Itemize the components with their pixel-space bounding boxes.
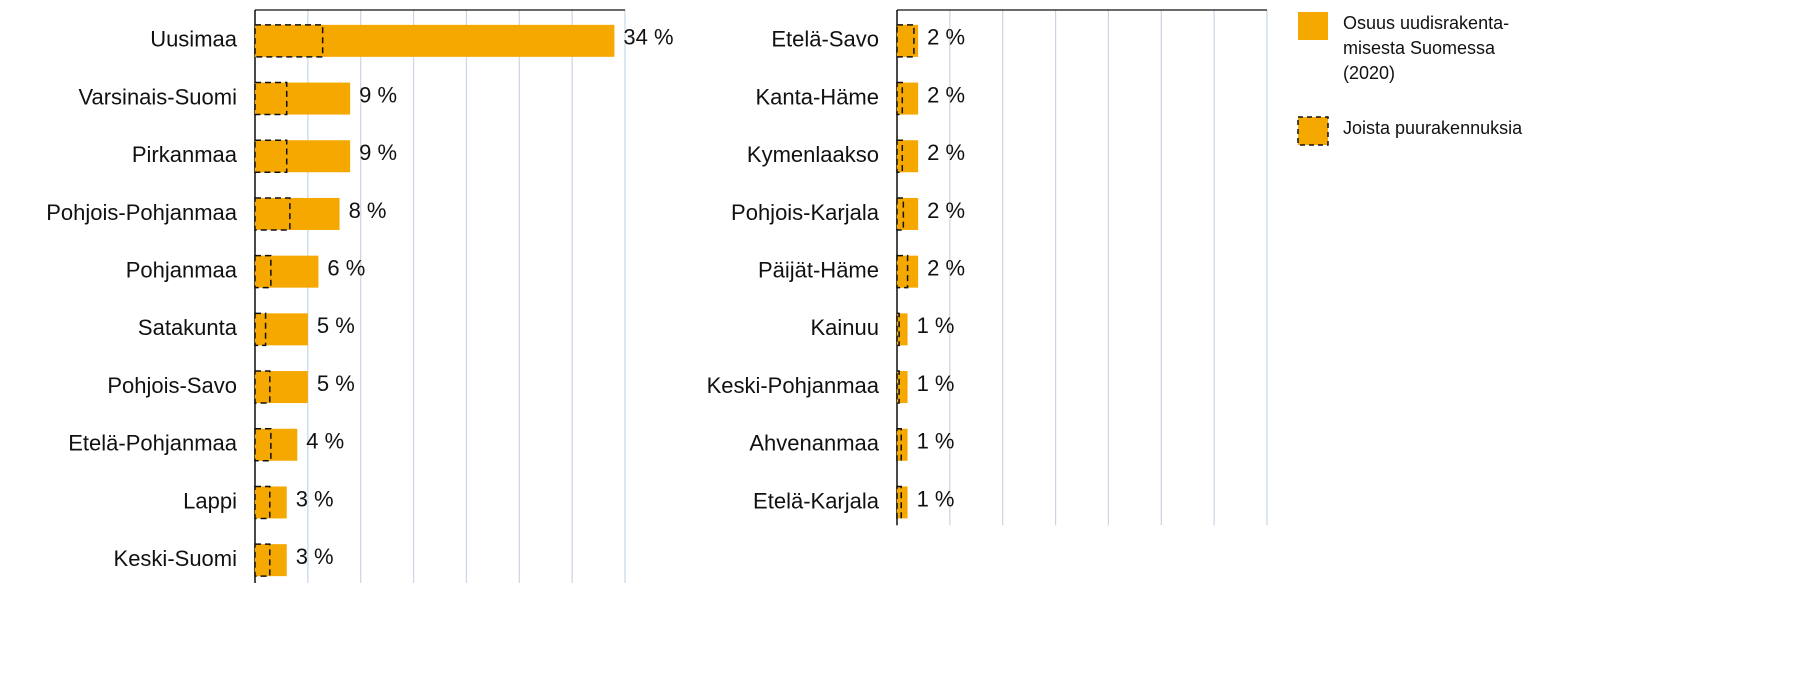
wood-bar — [896, 485, 902, 520]
legend-line: Osuus uudisrakenta- — [1343, 13, 1509, 33]
y-tick-label: Keski-Suomi — [114, 546, 237, 571]
y-tick-label: Etelä-Pohjanmaa — [68, 431, 238, 456]
legend-line: (2020) — [1343, 63, 1395, 83]
wood-bar — [896, 428, 902, 462]
wood-bar — [896, 139, 904, 173]
wood-bar — [254, 197, 291, 231]
value-label: 2 % — [927, 198, 965, 223]
value-label: 5 % — [317, 313, 355, 338]
y-tick-label: Uusimaa — [150, 27, 238, 52]
legend-swatch — [1297, 116, 1329, 146]
y-tick-label: Ahvenanmaa — [749, 431, 879, 456]
value-label: 8 % — [349, 198, 387, 223]
bar — [897, 313, 908, 346]
legend-label: Osuus uudisrakenta-misesta Suomessa (2020… — [1343, 13, 1509, 83]
value-label: 3 % — [296, 486, 334, 511]
value-label: 9 % — [359, 140, 397, 165]
wood-bar — [896, 197, 905, 231]
legend-line: Joista puurakennuksia — [1343, 118, 1523, 138]
value-label: 2 % — [927, 255, 965, 280]
wood-bar — [254, 24, 324, 58]
y-tick-label: Kainuu — [810, 315, 879, 340]
wood-bar — [896, 81, 904, 116]
value-label: 5 % — [317, 371, 355, 396]
y-tick-label: Kanta-Häme — [755, 84, 879, 109]
wood-bar — [254, 543, 271, 577]
y-tick-label: Pohjois-Karjala — [731, 200, 880, 225]
value-label: 4 % — [306, 429, 344, 454]
legend-line: misesta Suomessa — [1343, 38, 1496, 58]
y-tick-label: Kymenlaakso — [747, 142, 879, 167]
value-label: 9 % — [359, 82, 397, 107]
value-label: 3 % — [296, 544, 334, 569]
value-label: 1 % — [917, 371, 955, 396]
value-label: 1 % — [917, 429, 955, 454]
value-label: 6 % — [327, 255, 365, 280]
y-tick-label: Keski-Pohjanmaa — [707, 373, 880, 398]
bar — [897, 371, 908, 404]
value-label: 2 % — [927, 140, 965, 165]
wood-bar — [254, 428, 272, 462]
value-label: 1 % — [917, 313, 955, 338]
wood-bar — [254, 312, 267, 347]
y-tick-label: Etelä-Karjala — [753, 488, 880, 513]
y-tick-label: Pirkanmaa — [132, 142, 238, 167]
wood-bar — [896, 370, 900, 404]
y-tick-label: Pohjois-Savo — [107, 373, 237, 398]
bar — [897, 428, 908, 461]
wood-bar — [254, 370, 271, 404]
bar — [897, 486, 908, 519]
wood-bar — [896, 24, 915, 58]
wood-bar — [896, 254, 909, 289]
y-tick-label: Varsinais-Suomi — [78, 84, 237, 109]
legend-swatch — [1298, 12, 1328, 40]
y-tick-label: Lappi — [183, 488, 237, 513]
y-tick-label: Pohjanmaa — [126, 257, 238, 282]
wood-bar — [254, 81, 288, 116]
value-label: 2 % — [927, 82, 965, 107]
wood-bar — [254, 485, 271, 520]
value-label: 2 % — [927, 25, 965, 50]
wood-bar — [254, 139, 288, 173]
y-tick-label: Etelä-Savo — [771, 27, 879, 52]
y-tick-label: Päijät-Häme — [758, 257, 879, 282]
y-tick-label: Satakunta — [138, 315, 238, 340]
value-label: 34 % — [623, 25, 673, 50]
y-tick-label: Pohjois-Pohjanmaa — [46, 200, 238, 225]
wood-bar — [254, 254, 272, 289]
legend-label: Joista puurakennuksia — [1343, 118, 1523, 138]
wood-bar — [896, 312, 900, 347]
value-label: 1 % — [917, 486, 955, 511]
